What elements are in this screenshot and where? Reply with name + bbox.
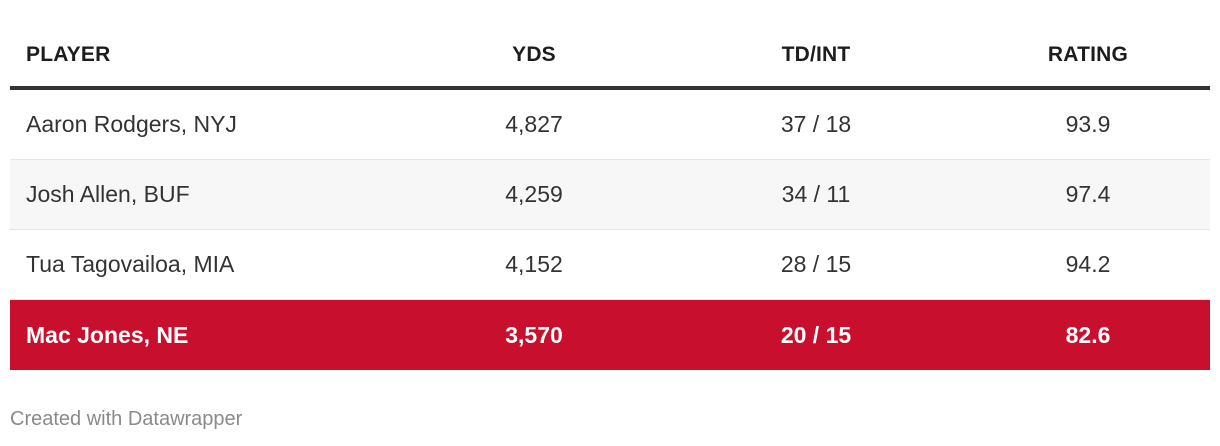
cell-rating: 82.6 <box>1065 321 1111 348</box>
stats-table: PLAYER YDS TD/INT RATING Aaron Rodgers, … <box>10 24 1210 370</box>
cell-yds: 4,152 <box>505 251 563 277</box>
cell-player: Josh Allen, BUF <box>26 181 190 207</box>
table-header: PLAYER YDS TD/INT RATING <box>10 24 1210 90</box>
cell-yds: 4,827 <box>505 111 563 137</box>
cell-rating: 94.2 <box>1065 251 1111 277</box>
datawrapper-credit: Created with Datawrapper <box>10 408 243 430</box>
column-header-yds: YDS <box>512 43 556 66</box>
column-header-td-int: TD/INT <box>781 43 851 66</box>
cell-player: Aaron Rodgers, NYJ <box>26 111 237 137</box>
column-header-player: PLAYER <box>26 43 111 66</box>
cell-rating: 97.4 <box>1065 181 1111 207</box>
cell-yds: 3,570 <box>505 321 563 348</box>
table-row-highlighted: Mac Jones, NE 3,570 20 / 15 82.6 <box>10 300 1210 370</box>
cell-td-int: 37 / 18 <box>780 111 852 137</box>
table-row: Tua Tagovailoa, MIA 4,152 28 / 15 94.2 <box>10 230 1210 300</box>
column-header-rating: RATING <box>1047 43 1129 66</box>
table-row: Josh Allen, BUF 4,259 34 / 11 97.4 <box>10 160 1210 230</box>
cell-td-int: 20 / 15 <box>780 321 852 348</box>
cell-td-int: 34 / 11 <box>781 181 851 207</box>
cell-td-int: 28 / 15 <box>780 251 852 277</box>
cell-player: Tua Tagovailoa, MIA <box>26 251 235 277</box>
cell-rating: 93.9 <box>1065 111 1111 137</box>
table-row: Aaron Rodgers, NYJ 4,827 37 / 18 93.9 <box>10 90 1210 160</box>
cell-yds: 4,259 <box>505 181 563 207</box>
cell-player: Mac Jones, NE <box>26 321 189 348</box>
